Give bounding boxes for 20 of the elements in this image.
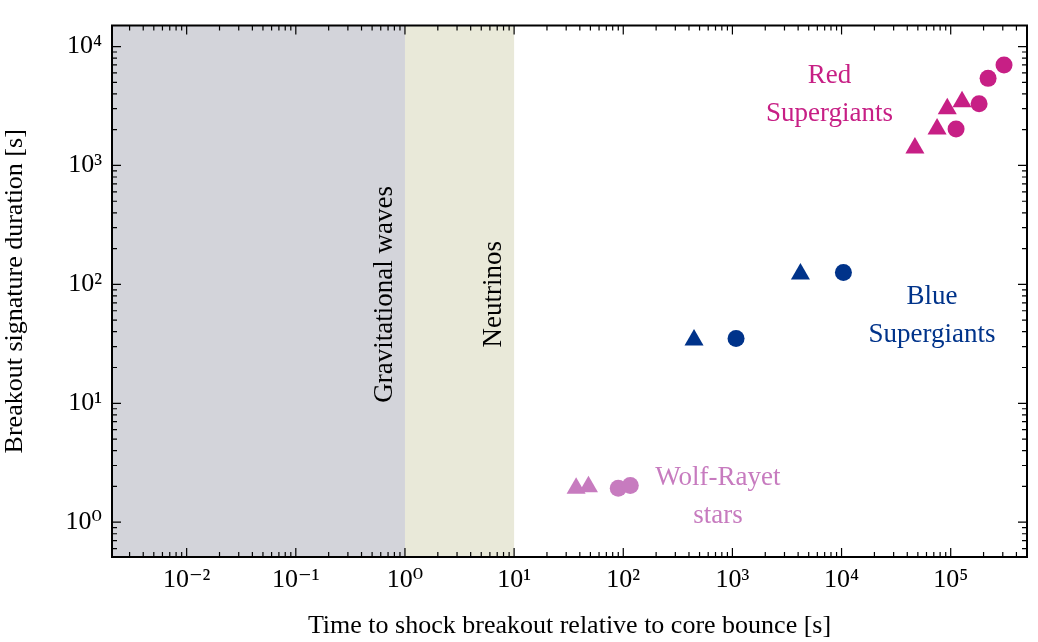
series-label: Wolf-Rayet stars xyxy=(655,460,782,529)
y-tick-label: 10⁰ xyxy=(65,506,102,536)
series-label: Blue Supergiants xyxy=(868,279,996,348)
x-tick-label: 10¹ xyxy=(497,564,532,594)
x-axis-title: Time to shock breakout relative to core bounce [s] xyxy=(307,610,832,640)
y-axis-title: Breakout signature duration [s] xyxy=(0,129,29,454)
y-tick-label: 10³ xyxy=(68,149,103,179)
y-tick-label: 10⁴ xyxy=(66,30,102,60)
band-label: Neutrinos xyxy=(477,241,508,348)
x-tick-label: 10² xyxy=(606,564,641,594)
x-tick-label: 10⁰ xyxy=(386,564,424,594)
y-tick-label: 10¹ xyxy=(68,387,102,417)
text: Red Supergiants xyxy=(765,59,893,128)
x-tick-label: 10⁻² xyxy=(162,564,211,594)
x-tick-label: 10⁴ xyxy=(824,564,860,594)
x-tick-label: 10⁵ xyxy=(933,564,969,594)
x-tick-label: 10³ xyxy=(715,564,750,594)
x-tick-label: 10⁻¹ xyxy=(272,564,320,594)
band-label: Gravitational waves xyxy=(368,185,399,403)
y-tick-label: 10² xyxy=(68,268,103,298)
